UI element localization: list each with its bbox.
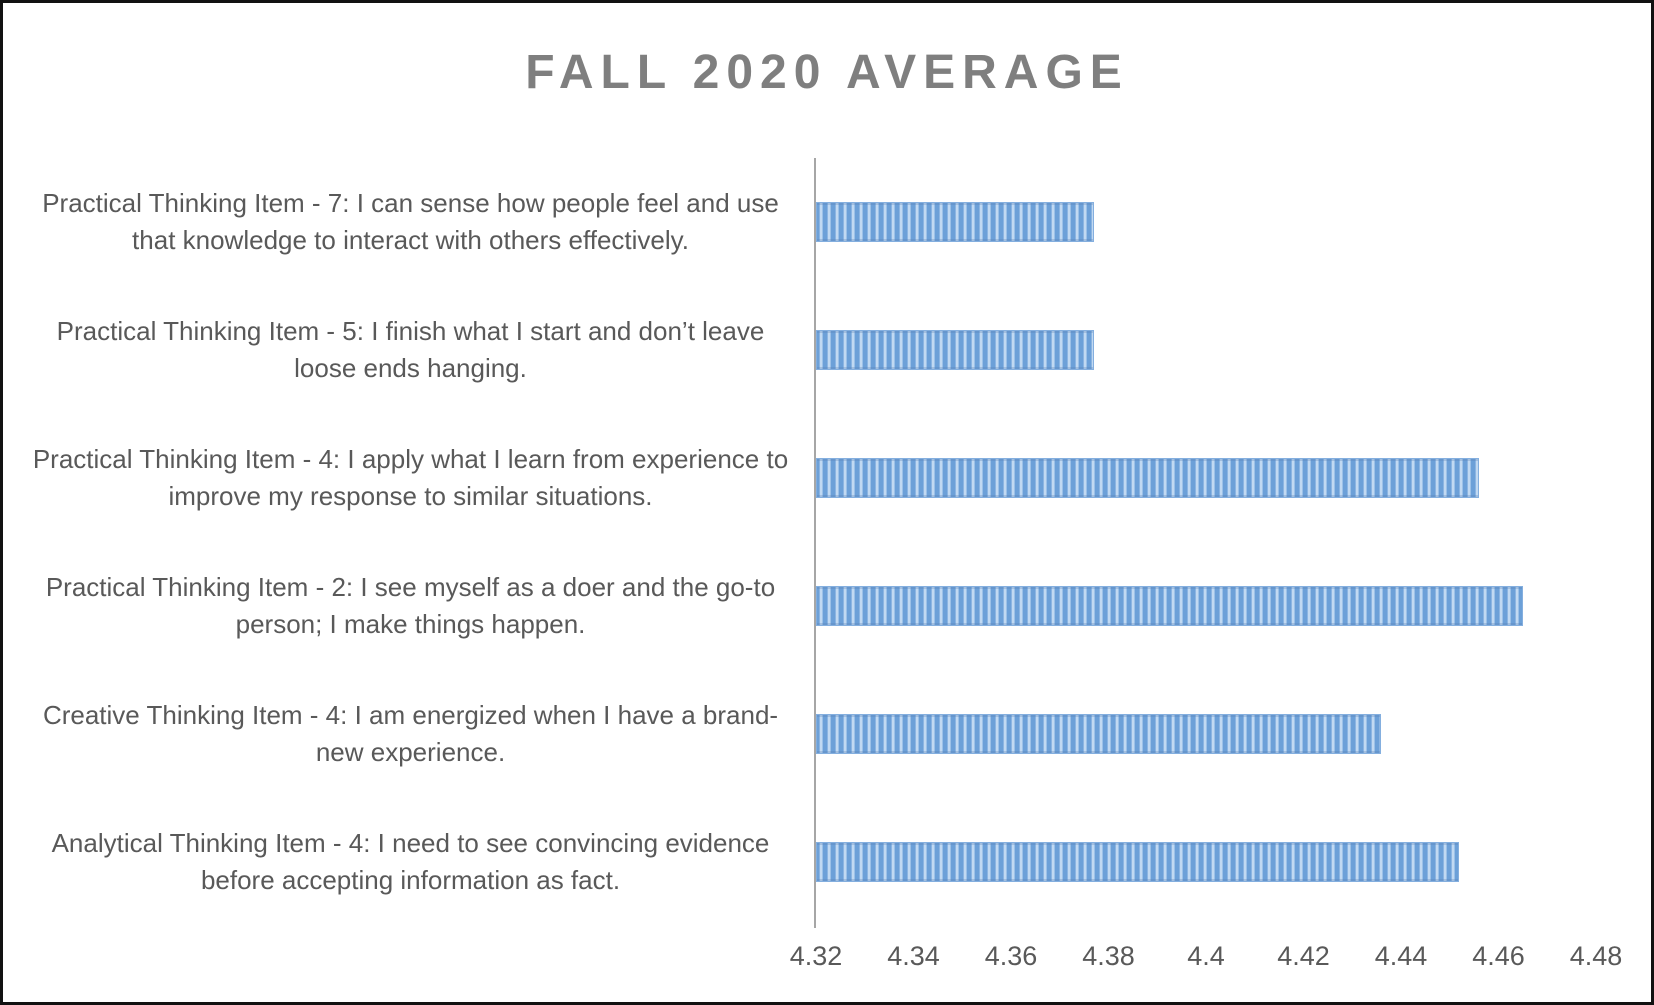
chart-row: Practical Thinking Item - 7: I can sense… bbox=[23, 158, 1633, 286]
category-label: Practical Thinking Item - 7: I can sense… bbox=[42, 188, 779, 255]
x-tick-label: 4.46 bbox=[1472, 941, 1525, 971]
bar-track bbox=[816, 842, 1616, 882]
chart-title: FALL 2020 AVERAGE bbox=[525, 46, 1129, 99]
value-bar bbox=[816, 586, 1523, 626]
bar-rows: Practical Thinking Item - 7: I can sense… bbox=[23, 158, 1633, 926]
chart-row: Practical Thinking Item - 5: I finish wh… bbox=[23, 286, 1633, 414]
x-tick-label: 4.4 bbox=[1187, 941, 1225, 971]
bar-track bbox=[816, 202, 1616, 242]
value-bar bbox=[816, 330, 1094, 370]
bar-track bbox=[816, 586, 1616, 626]
x-tick-label: 4.32 bbox=[789, 941, 843, 971]
chart-row: Analytical Thinking Item - 4: I need to … bbox=[23, 798, 1633, 926]
x-tick-label: 4.44 bbox=[1374, 941, 1428, 971]
category-label: Creative Thinking Item - 4: I am energiz… bbox=[42, 700, 779, 767]
value-bar bbox=[816, 458, 1479, 498]
y-axis-line bbox=[814, 158, 816, 928]
x-tick-label: 4.36 bbox=[984, 941, 1038, 971]
chart-row: Practical Thinking Item - 4: I apply wha… bbox=[23, 414, 1633, 542]
category-label: Practical Thinking Item - 5: I finish wh… bbox=[56, 316, 765, 383]
category-label: Practical Thinking Item - 2: I see mysel… bbox=[45, 572, 776, 639]
bar-track bbox=[816, 458, 1616, 498]
chart-row: Creative Thinking Item - 4: I am energiz… bbox=[23, 670, 1633, 798]
chart-row: Practical Thinking Item - 2: I see mysel… bbox=[23, 542, 1633, 670]
x-tick-label: 4.38 bbox=[1082, 941, 1135, 971]
x-axis-tick-labels: 4.32 4.34 4.36 4.38 4.4 4.42 4.44 4.46 4.48 bbox=[790, 941, 1623, 981]
x-tick-label: 4.42 bbox=[1277, 941, 1330, 971]
bar-track bbox=[816, 714, 1616, 754]
value-bar bbox=[816, 202, 1094, 242]
value-bar bbox=[816, 842, 1459, 882]
value-bar bbox=[816, 714, 1381, 754]
x-tick-label: 4.48 bbox=[1569, 941, 1623, 971]
bar-track bbox=[816, 330, 1616, 370]
category-label: Practical Thinking Item - 4: I apply wha… bbox=[32, 444, 789, 511]
x-tick-label: 4.34 bbox=[887, 941, 940, 971]
category-label: Analytical Thinking Item - 4: I need to … bbox=[51, 828, 770, 895]
